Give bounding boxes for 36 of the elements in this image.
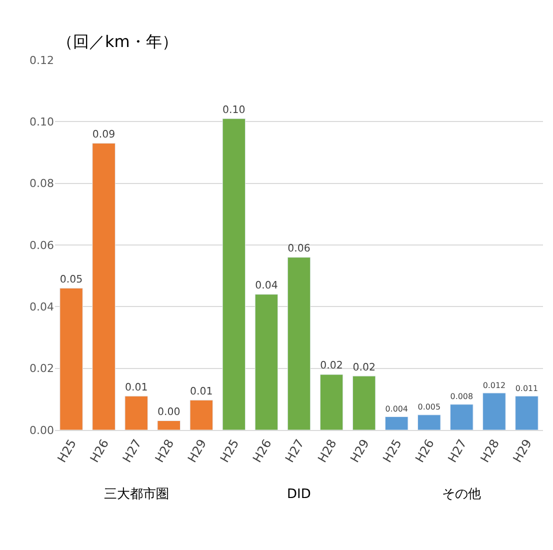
bar: [482, 392, 506, 430]
data-label: 0.02: [352, 362, 376, 374]
bar: [157, 420, 180, 430]
y-tick-label: 0.10: [30, 116, 54, 129]
y-tick-label: 0.08: [30, 177, 54, 190]
y-tick-label: 0.12: [30, 54, 54, 67]
y-tick-label: 0.04: [30, 300, 54, 314]
bar: [254, 294, 278, 430]
y-axis-title: （回／km・年）: [57, 32, 178, 51]
text: 三大都市圏: [104, 487, 169, 502]
bar: [287, 257, 311, 430]
y-tick-label: 0.06: [30, 238, 54, 252]
bar: [222, 118, 246, 430]
bar: [190, 400, 214, 430]
data-label: 0.05: [60, 274, 83, 286]
bar: [124, 396, 148, 430]
data-label: 0.06: [288, 244, 310, 255]
bar: [450, 404, 474, 430]
text: DID: [287, 487, 311, 502]
y-tick-label: 0.02: [30, 362, 54, 376]
data-label: 0.00: [157, 406, 180, 418]
bar: [418, 414, 441, 430]
data-label: 0.10: [222, 104, 246, 116]
bar: [352, 376, 376, 430]
data-label: 0.09: [92, 129, 116, 140]
text: その他: [442, 487, 481, 502]
bar: [515, 396, 538, 430]
data-label: 0.01: [190, 386, 213, 398]
data-label: 0.01: [124, 382, 148, 394]
data-label: 0.04: [255, 280, 278, 292]
y-tick-label: 0.00: [30, 424, 54, 437]
bar: [92, 143, 116, 430]
bar: [384, 416, 408, 430]
bar: [60, 288, 83, 430]
bar: [320, 374, 344, 430]
data-label: 0.02: [320, 360, 343, 372]
